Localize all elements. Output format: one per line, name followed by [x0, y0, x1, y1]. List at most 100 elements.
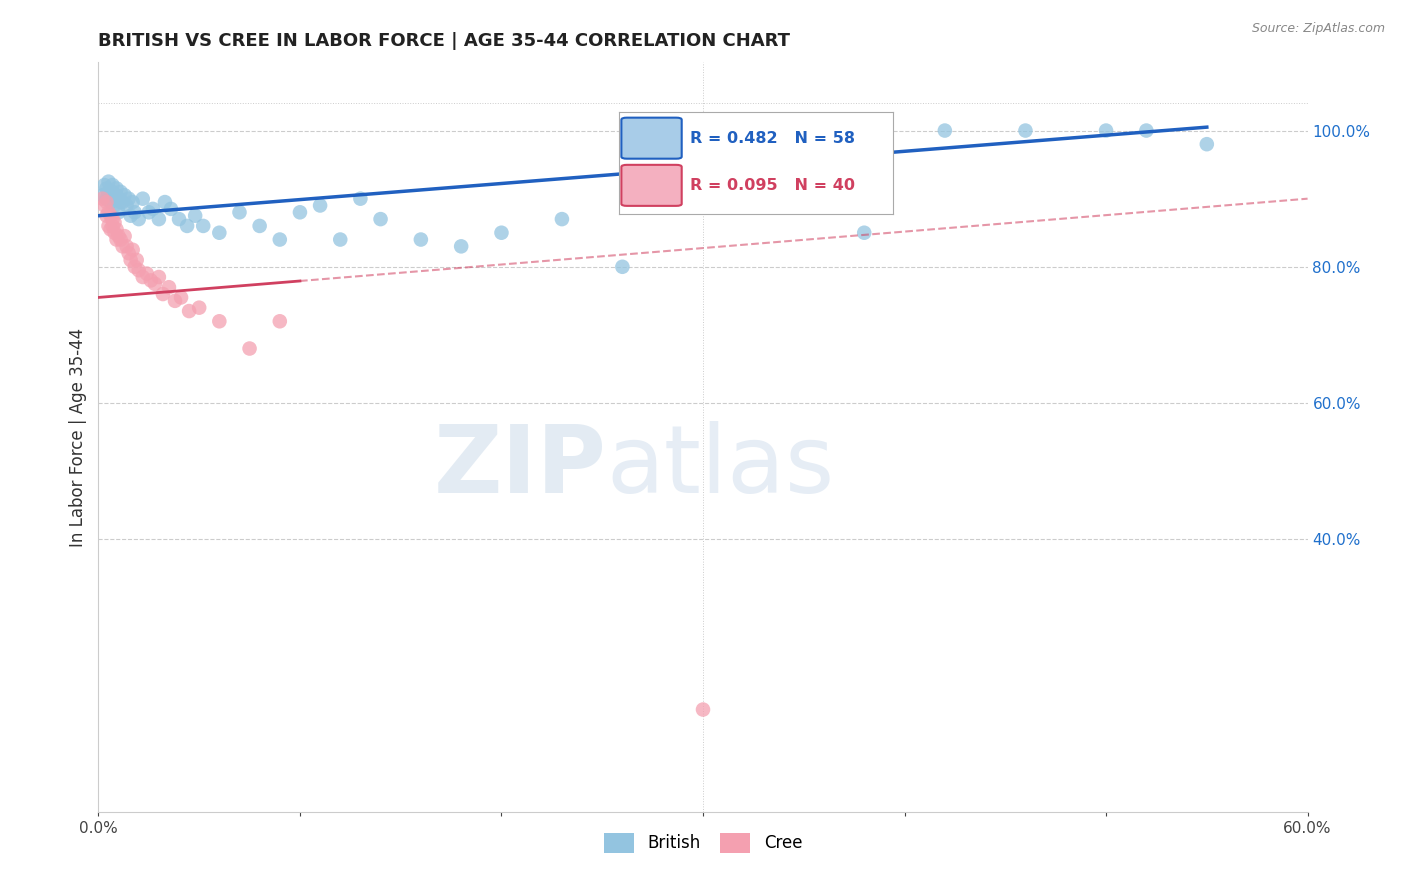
Point: [370, 212, 392, 227]
Point: [97, 205, 120, 219]
Point: [491, 226, 513, 240]
Point: [193, 219, 215, 233]
Point: [329, 233, 352, 247]
Point: [111, 239, 134, 253]
Point: [115, 239, 138, 253]
Point: [1095, 123, 1118, 137]
Point: [409, 233, 432, 247]
Point: [176, 219, 198, 233]
Point: [692, 192, 714, 206]
Point: [1195, 137, 1218, 152]
Point: [101, 185, 124, 199]
Text: BRITISH VS CREE IN LABOR FORCE | AGE 35-44 CORRELATION CHART: BRITISH VS CREE IN LABOR FORCE | AGE 35-…: [98, 32, 790, 50]
Point: [96, 192, 118, 206]
Point: [101, 219, 124, 233]
Point: [208, 314, 231, 328]
Point: [288, 205, 311, 219]
Text: R = 0.482   N = 58: R = 0.482 N = 58: [690, 130, 855, 145]
Point: [97, 185, 120, 199]
Point: [152, 287, 174, 301]
Point: [450, 239, 472, 253]
Point: [110, 233, 132, 247]
Point: [228, 205, 250, 219]
Point: [100, 209, 122, 223]
Point: [105, 188, 128, 202]
Point: [100, 195, 122, 210]
Point: [103, 226, 125, 240]
Point: [103, 192, 125, 206]
Point: [138, 205, 160, 219]
Point: [128, 212, 150, 227]
FancyBboxPatch shape: [621, 118, 682, 159]
Point: [107, 229, 129, 244]
Point: [132, 192, 155, 206]
Point: [114, 229, 136, 244]
Point: [269, 233, 291, 247]
Point: [1014, 123, 1036, 137]
Point: [239, 342, 262, 356]
Point: [349, 192, 371, 206]
Point: [91, 192, 114, 206]
Point: [114, 188, 136, 202]
Point: [110, 185, 132, 199]
Point: [135, 267, 157, 281]
Point: [612, 260, 634, 274]
Point: [179, 304, 201, 318]
Point: [97, 219, 120, 233]
Point: [124, 260, 146, 274]
Point: [93, 198, 115, 212]
Point: [170, 290, 193, 304]
Point: [148, 270, 170, 285]
Point: [125, 252, 148, 267]
Point: [111, 195, 134, 210]
Point: [160, 202, 183, 216]
Point: [91, 188, 114, 202]
Point: [105, 233, 128, 247]
FancyBboxPatch shape: [621, 165, 682, 206]
Point: [853, 226, 876, 240]
Point: [93, 178, 115, 192]
Point: [184, 209, 207, 223]
Point: [121, 243, 143, 257]
Point: [188, 301, 211, 315]
Point: [132, 270, 155, 285]
Point: [96, 209, 118, 223]
Point: [105, 222, 128, 236]
Point: [118, 192, 141, 206]
Point: [115, 198, 138, 212]
Point: [167, 212, 190, 227]
Point: [142, 202, 165, 216]
Point: [157, 280, 180, 294]
Point: [208, 226, 231, 240]
Point: [120, 209, 142, 223]
Point: [107, 205, 129, 219]
Text: atlas: atlas: [606, 421, 835, 513]
Point: [103, 215, 125, 229]
Point: [269, 314, 291, 328]
Text: Source: ZipAtlas.com: Source: ZipAtlas.com: [1251, 22, 1385, 36]
Point: [309, 198, 332, 212]
Point: [148, 212, 170, 227]
Point: [100, 188, 122, 202]
Point: [103, 198, 125, 212]
Text: R = 0.095   N = 40: R = 0.095 N = 40: [690, 178, 855, 193]
Point: [163, 293, 186, 308]
Point: [128, 263, 150, 277]
Point: [96, 181, 118, 195]
Text: ZIP: ZIP: [433, 421, 606, 513]
Point: [121, 195, 143, 210]
Point: [118, 246, 141, 260]
Point: [101, 212, 124, 227]
Point: [120, 252, 142, 267]
Point: [100, 222, 122, 236]
Point: [692, 702, 714, 716]
Point: [143, 277, 166, 291]
Point: [153, 195, 176, 210]
Point: [96, 195, 118, 210]
Point: [139, 273, 162, 287]
Point: [107, 192, 129, 206]
Point: [934, 123, 956, 137]
Legend: British, Cree: British, Cree: [598, 826, 808, 860]
Point: [101, 178, 124, 192]
Point: [110, 195, 132, 210]
